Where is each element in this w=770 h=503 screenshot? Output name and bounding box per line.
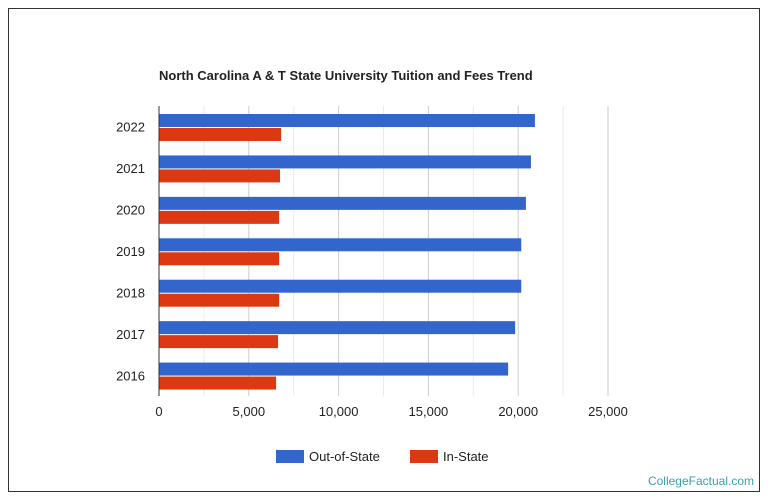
chart-title: North Carolina A & T State University Tu… <box>159 68 533 83</box>
y-tick-label: 2017 <box>116 327 145 342</box>
bar-out-of-state-2017 <box>159 321 516 335</box>
legend-label: In-State <box>443 449 489 464</box>
bar-in-state-2017 <box>159 335 279 349</box>
x-tick-label: 20,000 <box>498 404 538 419</box>
bar-out-of-state-2019 <box>159 238 522 252</box>
bar-in-state-2022 <box>159 128 282 141</box>
bar-in-state-2018 <box>159 293 280 307</box>
bar-out-of-state-2018 <box>159 279 522 293</box>
x-tick-label: 10,000 <box>319 404 359 419</box>
x-tick-label: 25,000 <box>588 404 628 419</box>
bar-in-state-2016 <box>159 376 277 390</box>
bar-in-state-2019 <box>159 252 280 266</box>
chart-card <box>8 8 760 492</box>
site-link[interactable]: CollegeFactual.com <box>647 474 754 488</box>
legend-swatch <box>410 450 438 463</box>
bar-out-of-state-2021 <box>159 155 531 169</box>
legend-label: Out-of-State <box>309 449 380 464</box>
bar-out-of-state-2016 <box>159 362 509 376</box>
bar-out-of-state-2020 <box>159 196 526 210</box>
legend-swatch <box>276 450 304 463</box>
y-tick-label: 2022 <box>116 120 145 135</box>
x-tick-label: 5,000 <box>233 404 266 419</box>
y-tick-label: 2019 <box>116 244 145 259</box>
y-tick-label: 2018 <box>116 285 145 300</box>
y-tick-label: 2021 <box>116 161 145 176</box>
y-tick-label: 2020 <box>116 203 145 218</box>
x-tick-label: 15,000 <box>409 404 449 419</box>
bar-in-state-2021 <box>159 169 281 183</box>
bar-in-state-2020 <box>159 210 280 224</box>
bar-out-of-state-2022 <box>159 114 535 127</box>
y-tick-label: 2016 <box>116 368 145 383</box>
x-tick-label: 0 <box>155 404 162 419</box>
